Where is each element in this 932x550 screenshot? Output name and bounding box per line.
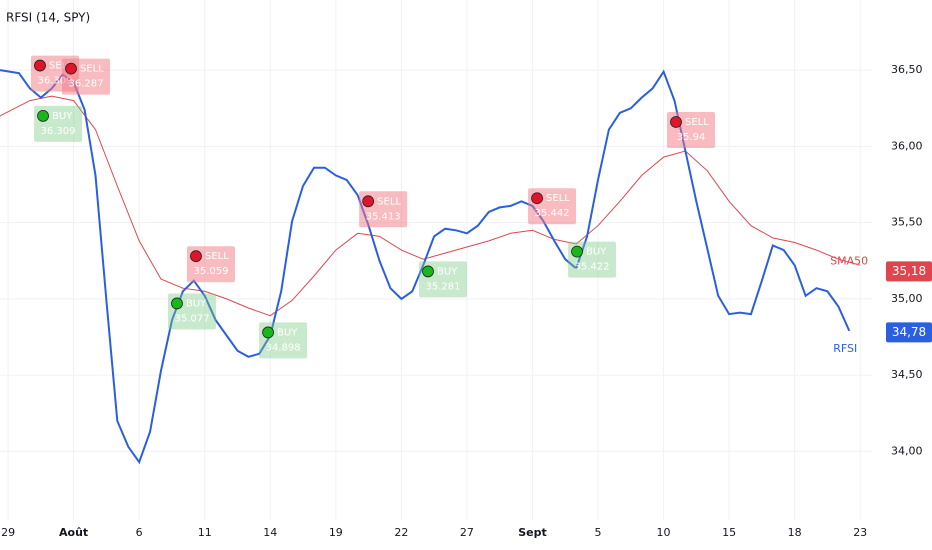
signal-label: 35.077 [174, 313, 209, 324]
x-tick-label: Sept [518, 526, 547, 539]
x-tick-label: 10 [657, 526, 671, 539]
signal-label: 36.287 [69, 79, 104, 90]
signal-label: 36.309 [41, 126, 76, 137]
signal-type: SELL [377, 196, 401, 207]
price-badge [886, 261, 932, 282]
x-tick-label: 27 [460, 526, 474, 539]
x-tick-label: 5 [595, 526, 602, 539]
signal-dot [262, 326, 274, 339]
x-tick-label: Août [59, 526, 88, 539]
x-tick-label: 19 [329, 526, 343, 539]
chart-title: RFSI (14, SPY) [6, 11, 90, 25]
price-badge [886, 322, 932, 343]
signal-label: 36.309 [37, 76, 72, 87]
signal-dot [531, 192, 543, 205]
x-tick-label: 22 [394, 526, 408, 539]
y-tick-label: 34,00 [891, 444, 923, 457]
lines [0, 69, 861, 465]
legend-label: RFSI [833, 342, 857, 355]
signal-type: SELL [205, 251, 229, 262]
y-tick-label: 35,50 [891, 216, 923, 229]
signal-type: BUY [52, 111, 73, 122]
signal-dot [190, 250, 202, 263]
signal-dot [37, 109, 49, 122]
signal-type: SELL [546, 193, 570, 204]
signal-dot [362, 195, 375, 208]
x-tick-label: 15 [722, 526, 736, 539]
signal-type: SELL [49, 61, 73, 72]
signal-dot [571, 245, 583, 258]
signal-type: BUY [277, 327, 298, 338]
x-tick-label: 6 [136, 526, 143, 539]
price-badge-label: 34,78 [892, 325, 926, 339]
signal-dot [65, 62, 77, 75]
signal-type: SELL [685, 117, 709, 128]
x-tick-label: 23 [853, 526, 867, 539]
y-tick-label: 36,50 [891, 63, 923, 76]
signal-dot [422, 265, 434, 278]
signals: SELL 36.309 BUY 36.309 SELL 36.287 BUY 35.077 SE… [30, 55, 716, 359]
signal-label: 35.413 [366, 211, 401, 222]
y-tick-label: 34,50 [891, 368, 923, 381]
x-tick-label: 29 [1, 526, 15, 539]
signal-label: 35.422 [575, 262, 610, 273]
signal-type: BUY [437, 266, 458, 277]
series-line [0, 95, 861, 317]
signal-dot [171, 297, 183, 310]
x-tick-label: 11 [198, 526, 212, 539]
signal-type: SELL [80, 64, 104, 75]
y-tick-label: 35,00 [891, 292, 923, 305]
signal-label: 34.898 [266, 342, 301, 353]
signal-label: 35.059 [193, 266, 228, 277]
signal-label: 35.94 [677, 132, 706, 143]
y-tick-label: 36,00 [891, 139, 923, 152]
signal-type: BUY [586, 247, 607, 258]
signal-label: 35.442 [535, 208, 570, 219]
series-line [0, 69, 851, 465]
signal-label: 35.281 [426, 281, 461, 292]
x-tick-label: 14 [263, 526, 277, 539]
x-tick-label: 18 [788, 526, 802, 539]
signal-type: BUY [186, 298, 207, 309]
signal-dot [670, 116, 682, 128]
legend-label: SMA50 [830, 254, 868, 267]
price-badge-label: 35,18 [892, 264, 926, 278]
signal-dot [34, 59, 46, 72]
axes: 34,00 34,50 35,00 35,50 36,00 36,50 29 Août 6 11 1… [1, 63, 932, 539]
